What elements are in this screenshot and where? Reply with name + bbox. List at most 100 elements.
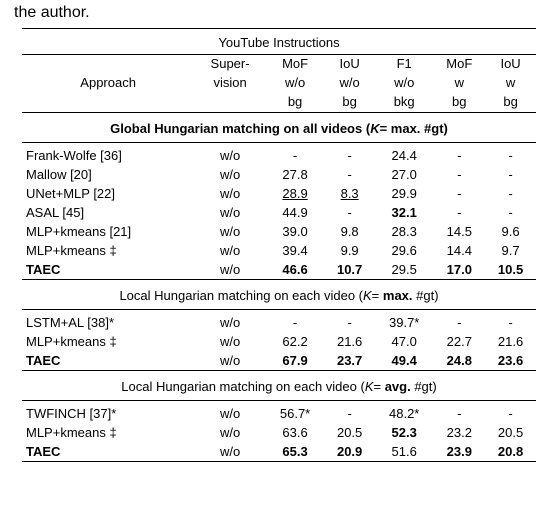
metric-cell: 56.7* — [266, 404, 324, 423]
approach-cell: TAEC — [22, 442, 194, 462]
metric-cell: 22.7 — [433, 332, 485, 351]
section-header: Global Hungarian matching on all videos … — [22, 112, 536, 142]
metric-cell: - — [433, 165, 485, 184]
metric-cell: 21.6 — [324, 332, 375, 351]
metric-cell: 32.1 — [375, 203, 433, 222]
approach-cell: UNet+MLP [22] — [22, 184, 194, 203]
col-iou-w: IoU — [485, 55, 536, 74]
supervision-cell: w/o — [194, 351, 266, 371]
supervision-cell: w/o — [194, 313, 266, 332]
supervision-cell: w/o — [194, 332, 266, 351]
col-iou-wo: IoU — [324, 55, 375, 74]
metric-cell: 39.7* — [375, 313, 433, 332]
metric-cell: 20.5 — [324, 423, 375, 442]
metric-cell: - — [324, 404, 375, 423]
metric-cell: - — [485, 165, 536, 184]
metric-cell: - — [433, 146, 485, 165]
approach-cell: MLP+kmeans [21] — [22, 222, 194, 241]
supervision-cell: w/o — [194, 184, 266, 203]
metric-cell: 10.7 — [324, 260, 375, 280]
metric-cell: - — [433, 184, 485, 203]
approach-cell: Mallow [20] — [22, 165, 194, 184]
metric-cell: - — [266, 146, 324, 165]
metric-cell: 9.7 — [485, 241, 536, 260]
trailing-text: the author. — [14, 4, 536, 22]
metric-cell: - — [324, 203, 375, 222]
approach-cell: TAEC — [22, 260, 194, 280]
col-mof-w: MoF — [433, 55, 485, 74]
metric-cell: 52.3 — [375, 423, 433, 442]
metric-cell: 24.4 — [375, 146, 433, 165]
supervision-cell: w/o — [194, 165, 266, 184]
metric-cell: 62.2 — [266, 332, 324, 351]
metric-cell: - — [485, 146, 536, 165]
metric-cell: - — [485, 203, 536, 222]
approach-cell: TWFINCH [37]* — [22, 404, 194, 423]
metric-cell: 29.9 — [375, 184, 433, 203]
metric-cell: 23.9 — [433, 442, 485, 462]
metric-cell: 28.9 — [266, 184, 324, 203]
col-approach: Approach — [22, 55, 194, 113]
supervision-cell: w/o — [194, 241, 266, 260]
metric-cell: 27.0 — [375, 165, 433, 184]
metric-cell: 9.6 — [485, 222, 536, 241]
metric-cell: - — [433, 313, 485, 332]
metric-cell: 29.6 — [375, 241, 433, 260]
table-title: YouTube Instructions — [22, 29, 536, 55]
col-supervision: Super- — [194, 55, 266, 74]
approach-cell: MLP+kmeans ‡ — [22, 332, 194, 351]
metric-cell: 27.8 — [266, 165, 324, 184]
metric-cell: - — [324, 146, 375, 165]
col-mof-wo: MoF — [266, 55, 324, 74]
metric-cell: 29.5 — [375, 260, 433, 280]
supervision-cell: w/o — [194, 222, 266, 241]
metric-cell: 39.0 — [266, 222, 324, 241]
approach-cell: MLP+kmeans ‡ — [22, 241, 194, 260]
metric-cell: 63.6 — [266, 423, 324, 442]
metric-cell: 51.6 — [375, 442, 433, 462]
metric-cell: 39.4 — [266, 241, 324, 260]
metric-cell: 28.3 — [375, 222, 433, 241]
metric-cell: 44.9 — [266, 203, 324, 222]
metric-cell: - — [266, 313, 324, 332]
metric-cell: 17.0 — [433, 260, 485, 280]
metric-cell: 65.3 — [266, 442, 324, 462]
metric-cell: 23.6 — [485, 351, 536, 371]
metric-cell: - — [324, 165, 375, 184]
supervision-cell: w/o — [194, 423, 266, 442]
metric-cell: - — [485, 184, 536, 203]
metric-cell: 20.8 — [485, 442, 536, 462]
metric-cell: 21.6 — [485, 332, 536, 351]
metric-cell: 14.5 — [433, 222, 485, 241]
metric-cell: - — [485, 404, 536, 423]
metric-cell: - — [433, 404, 485, 423]
approach-cell: ASAL [45] — [22, 203, 194, 222]
supervision-cell: w/o — [194, 146, 266, 165]
supervision-cell: w/o — [194, 404, 266, 423]
section-header: Local Hungarian matching on each video (… — [22, 279, 536, 309]
supervision-cell: w/o — [194, 203, 266, 222]
metric-cell: 20.5 — [485, 423, 536, 442]
supervision-cell: w/o — [194, 442, 266, 462]
metric-cell: 49.4 — [375, 351, 433, 371]
col-f1-wo: F1 — [375, 55, 433, 74]
metric-cell: 20.9 — [324, 442, 375, 462]
metric-cell: 8.3 — [324, 184, 375, 203]
approach-cell: Frank-Wolfe [36] — [22, 146, 194, 165]
results-table: YouTube Instructions Approach Super- MoF… — [22, 28, 536, 462]
approach-cell: TAEC — [22, 351, 194, 371]
metric-cell: 23.7 — [324, 351, 375, 371]
metric-cell: 46.6 — [266, 260, 324, 280]
metric-cell: - — [324, 313, 375, 332]
metric-cell: - — [485, 313, 536, 332]
metric-cell: 48.2* — [375, 404, 433, 423]
metric-cell: 24.8 — [433, 351, 485, 371]
metric-cell: 47.0 — [375, 332, 433, 351]
metric-cell: 23.2 — [433, 423, 485, 442]
section-header: Local Hungarian matching on each video (… — [22, 370, 536, 400]
approach-cell: LSTM+AL [38]* — [22, 313, 194, 332]
metric-cell: - — [433, 203, 485, 222]
supervision-cell: w/o — [194, 260, 266, 280]
metric-cell: 67.9 — [266, 351, 324, 371]
metric-cell: 10.5 — [485, 260, 536, 280]
